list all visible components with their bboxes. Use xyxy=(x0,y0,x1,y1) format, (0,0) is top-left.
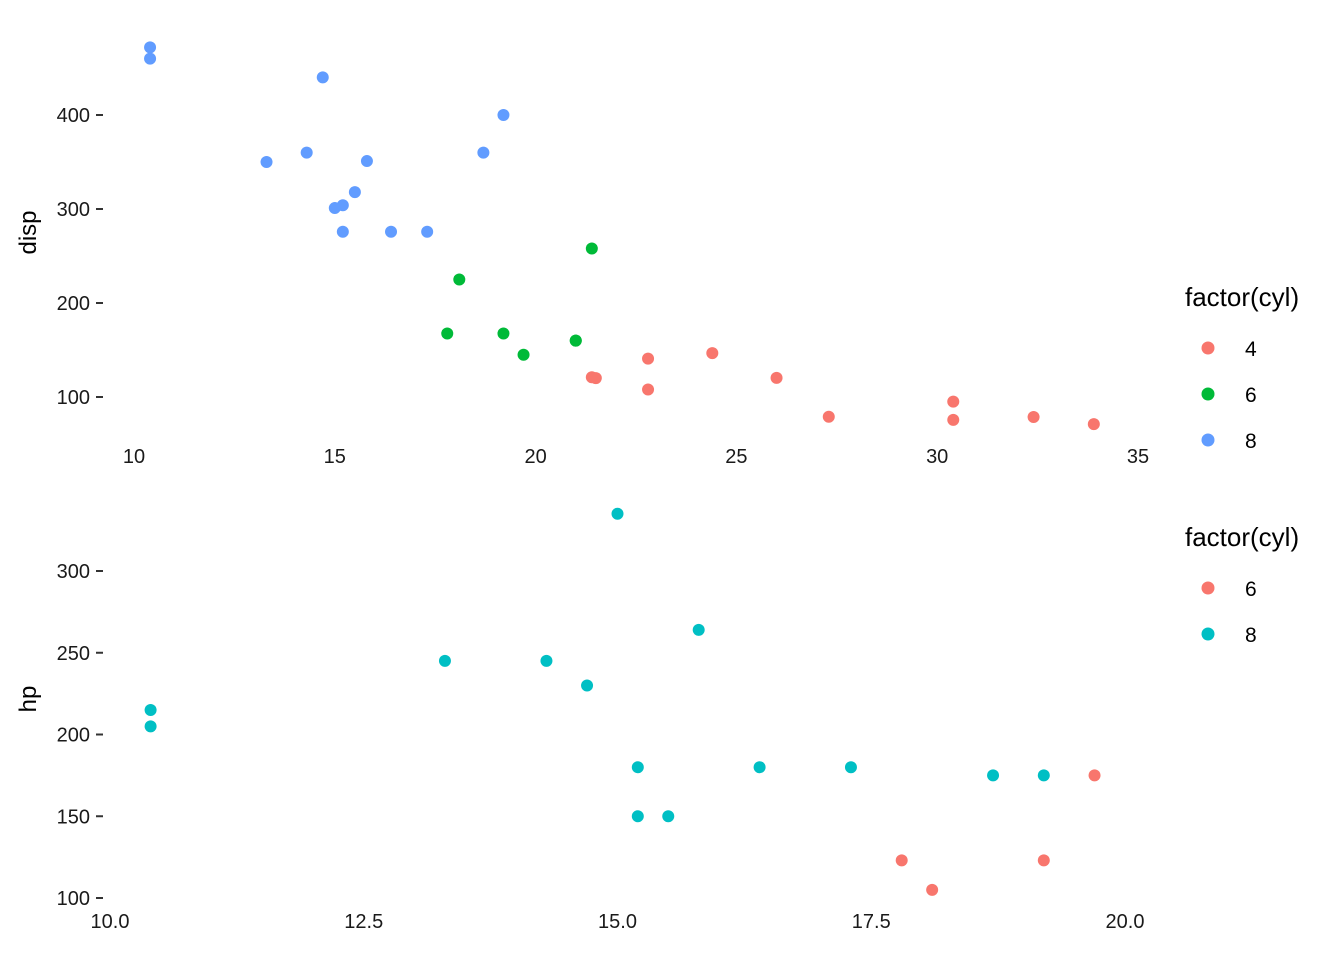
y-tick-label: 100 xyxy=(57,387,90,409)
data-point xyxy=(348,186,361,199)
series-8 xyxy=(144,507,1050,823)
data-point xyxy=(631,810,644,823)
data-point xyxy=(1088,769,1101,782)
data-point xyxy=(585,371,598,384)
y-tick-label: 200 xyxy=(57,293,90,315)
x-tick-label: 30 xyxy=(926,446,948,468)
data-point xyxy=(822,410,835,423)
data-point xyxy=(360,155,373,168)
y-tick-label: 400 xyxy=(57,105,90,127)
legend-label: 8 xyxy=(1245,624,1257,647)
data-point xyxy=(260,156,273,168)
x-tick-label: 35 xyxy=(1127,446,1149,468)
y-axis-title: disp xyxy=(15,210,42,254)
data-point xyxy=(477,146,490,159)
data-point xyxy=(144,720,157,733)
y-tick-label: 100 xyxy=(57,888,90,910)
panel-hp: 100 150 200 250 300 10.0 12.5 15.0 17.5 20.0 hp fac… xyxy=(15,507,1299,933)
data-point xyxy=(581,679,594,692)
x-tick-label: 15.0 xyxy=(598,911,637,933)
legend-key xyxy=(1201,341,1215,355)
legend-key xyxy=(1201,581,1215,595)
x-tick-label: 17.5 xyxy=(852,911,891,933)
data-point xyxy=(421,225,434,238)
data-point xyxy=(497,109,510,121)
x-tick-label: 10 xyxy=(123,446,145,468)
data-point xyxy=(987,769,1000,782)
data-point xyxy=(517,348,530,361)
data-point xyxy=(642,352,655,365)
data-point xyxy=(770,371,783,384)
series-6 xyxy=(441,242,598,361)
data-point xyxy=(441,327,454,340)
y-tick-label: 200 xyxy=(57,725,90,747)
x-tick-label: 15 xyxy=(324,446,346,468)
x-tick-label: 12.5 xyxy=(344,911,383,933)
data-point xyxy=(844,761,857,774)
data-point xyxy=(1037,854,1050,867)
data-point xyxy=(385,225,398,238)
data-point xyxy=(662,810,675,823)
y-tick-label: 300 xyxy=(57,561,90,583)
legend-key xyxy=(1201,433,1215,447)
legend-label: 4 xyxy=(1245,338,1257,361)
series-4 xyxy=(585,347,1100,431)
x-tick-label: 20.0 xyxy=(1106,911,1145,933)
x-tick-label: 20 xyxy=(524,446,546,468)
y-tick-label: 150 xyxy=(57,806,90,828)
legend-title: factor(cyl) xyxy=(1185,282,1299,312)
legend-key xyxy=(1201,627,1215,641)
legend-title: factor(cyl) xyxy=(1185,522,1299,552)
panel-disp: 100 200 300 400 10 15 20 25 30 35 disp factor(cyl) 4… xyxy=(15,41,1299,468)
series-6 xyxy=(895,769,1101,896)
legend: factor(cyl) 4 6 8 xyxy=(1185,282,1299,453)
data-point xyxy=(585,242,598,255)
y-tick-label: 300 xyxy=(57,199,90,221)
legend: factor(cyl) 6 8 xyxy=(1185,522,1299,647)
data-point xyxy=(692,623,705,636)
x-tick-label: 25 xyxy=(725,446,747,468)
data-point xyxy=(438,654,451,667)
legend-label: 6 xyxy=(1245,384,1257,407)
data-point xyxy=(611,507,624,520)
data-point xyxy=(947,413,960,426)
data-point xyxy=(144,52,157,65)
data-point xyxy=(706,347,719,360)
data-point xyxy=(300,146,313,159)
data-point xyxy=(926,883,939,896)
legend-label: 6 xyxy=(1245,578,1257,601)
data-point xyxy=(144,41,157,54)
legend-key xyxy=(1201,387,1215,401)
data-point xyxy=(144,703,157,716)
data-point xyxy=(631,761,644,774)
legend-label: 8 xyxy=(1245,430,1257,453)
data-point xyxy=(540,654,553,667)
data-point xyxy=(1037,769,1050,782)
data-point xyxy=(947,395,960,408)
data-point xyxy=(497,327,510,340)
series-8 xyxy=(144,41,510,238)
y-axis-title: hp xyxy=(15,686,42,713)
data-point xyxy=(328,202,341,215)
data-point xyxy=(569,334,582,347)
data-point xyxy=(316,71,329,84)
data-point xyxy=(336,225,349,238)
data-point xyxy=(895,854,908,867)
data-point xyxy=(642,383,655,396)
data-point xyxy=(753,761,766,774)
x-tick-label: 10.0 xyxy=(91,911,130,933)
y-tick-label: 250 xyxy=(57,643,90,665)
data-point xyxy=(1027,411,1040,424)
data-point xyxy=(453,273,466,286)
data-point xyxy=(1087,418,1100,431)
